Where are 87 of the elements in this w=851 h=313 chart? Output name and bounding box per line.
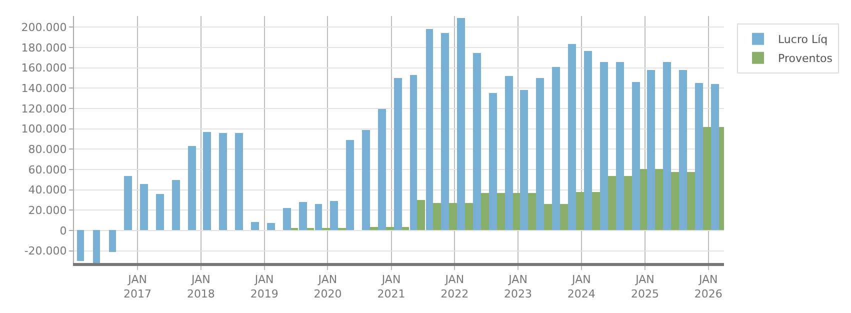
bar: [410, 75, 417, 230]
bar: [457, 18, 465, 230]
bar: [497, 193, 505, 230]
y-tick-label: 180.000: [21, 41, 67, 54]
y-tick-label: 120.000: [21, 102, 67, 116]
bar: [219, 133, 227, 230]
bar: [402, 227, 409, 230]
legend-label: Proventos: [778, 52, 833, 66]
bar: [655, 169, 663, 230]
bar: [362, 130, 370, 230]
bar: [109, 230, 116, 252]
bar: [315, 204, 322, 230]
bar: [544, 204, 552, 230]
x-tick-label: JAN 2026: [694, 273, 722, 300]
bar: [608, 176, 616, 230]
bar: [188, 146, 196, 230]
bar: [283, 208, 291, 230]
bar: [576, 192, 584, 230]
y-tick-label: 140.000: [21, 82, 67, 96]
y-tick-label: 200.000: [21, 21, 67, 34]
bar: [552, 67, 560, 230]
bar: [394, 78, 402, 230]
bar: [481, 193, 489, 230]
y-tick-label: 100.000: [21, 122, 67, 136]
bar: [93, 230, 100, 263]
bar: [77, 230, 84, 261]
y-tick-label: 160.000: [21, 62, 67, 75]
bar: [560, 204, 568, 230]
y-tick-label: 0: [60, 224, 67, 238]
bar: [235, 133, 243, 230]
bar: [671, 172, 679, 230]
bar: [370, 227, 378, 230]
bar: [203, 132, 211, 230]
bar: [417, 200, 425, 230]
x-tick-label: JAN 2022: [440, 273, 469, 300]
bar: [616, 62, 624, 230]
y-tick-label: 20.000: [28, 204, 67, 217]
x-tick-label: JAN 2018: [186, 273, 215, 300]
bar: [124, 176, 132, 230]
x-tick-label: JAN 2025: [630, 273, 659, 300]
bar: [695, 83, 703, 230]
bar: [346, 140, 354, 230]
x-tick-label: JAN 2020: [314, 273, 342, 300]
x-tick-label: JAN 2017: [124, 273, 152, 300]
x-tick-label: JAN 2023: [504, 273, 532, 300]
bar: [489, 93, 497, 230]
bar: [330, 201, 338, 230]
bar: [600, 62, 608, 230]
bar: [172, 180, 180, 230]
bar: [505, 76, 513, 230]
y-tick-label: 80.000: [28, 143, 67, 156]
x-tick-label: JAN 2019: [250, 273, 278, 300]
bar: [703, 127, 711, 230]
bar: [632, 82, 640, 230]
bar: [711, 84, 719, 230]
y-tick-label: 60.000: [28, 163, 67, 176]
bar: [140, 184, 148, 230]
bar: [465, 203, 473, 230]
bar: [426, 29, 433, 230]
bar: [513, 193, 520, 230]
bar: [386, 227, 394, 230]
x-tick-label: JAN 2021: [377, 273, 406, 300]
bar: [267, 223, 275, 230]
bar: [568, 44, 576, 230]
bar: [449, 203, 457, 230]
bar: [441, 33, 449, 230]
bar: [473, 53, 481, 230]
bar: [156, 194, 164, 230]
x-tick-label: JAN 2024: [567, 273, 596, 300]
bar: [251, 222, 259, 230]
y-tick-label: 40.000: [28, 184, 67, 197]
bar: [528, 193, 536, 230]
bar: [520, 90, 528, 230]
bar: [663, 62, 671, 230]
bar: [299, 202, 307, 230]
bar: [624, 176, 632, 230]
bar: [584, 51, 592, 230]
bar: [647, 70, 655, 230]
legend-label: Lucro Líq: [778, 33, 828, 46]
bar: [640, 169, 647, 230]
bar: [592, 192, 600, 230]
bar: [679, 70, 687, 230]
bar: [536, 78, 544, 230]
bar: [433, 203, 441, 230]
bar: [378, 109, 386, 230]
bar: [687, 172, 695, 230]
y-tick-label: -20.000: [24, 244, 67, 258]
